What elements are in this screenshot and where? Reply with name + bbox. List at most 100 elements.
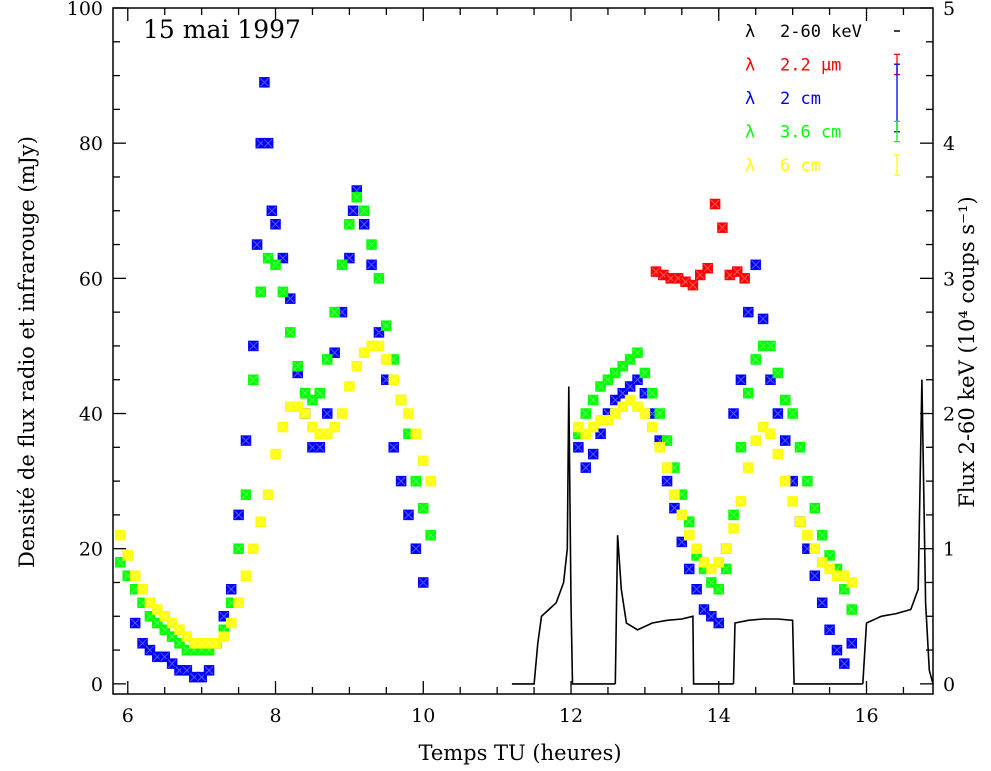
point-2-cm xyxy=(839,658,850,669)
point-3-6-cm xyxy=(632,347,643,358)
point-2-cm xyxy=(251,239,263,250)
point-3-6-cm xyxy=(159,624,170,636)
y-tick-label: 0 xyxy=(91,674,103,696)
point-3-6-cm xyxy=(617,360,628,372)
point-2-cm-hatch xyxy=(684,564,694,574)
point-2-2-m xyxy=(687,279,699,291)
point-2-cm xyxy=(410,543,422,554)
point-2-cm xyxy=(144,644,156,656)
point-3-6-cm-hatch xyxy=(249,375,258,385)
point-6-cm-hatch xyxy=(721,544,731,554)
point-2-cm xyxy=(285,293,296,304)
point-2-cm-hatch xyxy=(130,618,140,628)
point-2-cm-hatch xyxy=(588,449,598,459)
point-2-cm xyxy=(831,644,843,656)
point-2-cm-hatch xyxy=(758,314,768,324)
x-axis-label: Temps TU (heures) xyxy=(418,741,621,765)
point-3-6-cm-hatch xyxy=(810,503,820,513)
point-2-2-m xyxy=(709,198,721,210)
point-6-cm xyxy=(388,374,399,385)
point-3-6-cm-hatch xyxy=(766,341,775,351)
point-6-cm xyxy=(802,529,813,541)
point-6-cm-hatch xyxy=(795,517,805,527)
point-6-cm xyxy=(410,428,422,440)
point-6-cm xyxy=(772,448,784,460)
point-3-6-cm xyxy=(647,387,658,399)
y2-tick-label: 5 xyxy=(943,0,955,20)
point-6-cm xyxy=(358,347,370,358)
point-6-cm xyxy=(292,401,303,413)
point-2-cm-hatch xyxy=(260,77,269,87)
point-2-cm xyxy=(248,340,259,352)
point-6-cm xyxy=(277,421,289,433)
y2-tick-label: 4 xyxy=(943,133,955,155)
point-6-cm xyxy=(661,462,673,473)
point-6-cm-hatch xyxy=(662,463,672,472)
point-3-6-cm xyxy=(366,239,377,250)
point-6-cm-hatch xyxy=(381,355,391,364)
point-3-6-cm xyxy=(166,631,178,642)
point-2-cm xyxy=(573,442,584,453)
point-3-6-cm-hatch xyxy=(633,348,642,358)
point-6-cm-hatch xyxy=(736,497,746,506)
point-3-6-cm xyxy=(654,408,665,419)
point-6-cm-hatch xyxy=(773,449,783,459)
point-6-cm xyxy=(395,394,407,406)
point-6-cm-hatch xyxy=(766,429,775,439)
y-axis-left: 0 20 40 60 80 100 xyxy=(67,0,126,696)
point-2-cm-hatch xyxy=(267,206,277,216)
plot-frame xyxy=(112,7,934,695)
point-2-cm xyxy=(669,502,680,514)
point-3-6-cm xyxy=(728,509,739,521)
point-6-cm xyxy=(307,421,318,433)
y-tick-label: 80 xyxy=(79,133,103,155)
point-3-6-cm xyxy=(610,367,621,379)
point-6-cm-hatch xyxy=(655,442,665,452)
point-3-6-cm xyxy=(720,563,732,575)
legend-label: 2.2 μm xyxy=(780,56,841,76)
point-2-cm xyxy=(240,435,252,446)
point-2-cm xyxy=(159,651,170,663)
point-3-6-cm-hatch xyxy=(352,192,362,202)
point-6-cm xyxy=(580,428,592,440)
point-3-6-cm xyxy=(846,604,857,615)
point-6-cm-hatch xyxy=(751,436,761,445)
point-3-6-cm xyxy=(706,577,717,588)
point-2-cm xyxy=(706,611,717,622)
point-3-6-cm-hatch xyxy=(234,544,243,554)
point-2-cm xyxy=(846,638,857,649)
point-3-6-cm xyxy=(418,502,429,514)
point-6-cm-hatch xyxy=(241,571,251,581)
point-6-cm-hatch xyxy=(374,341,384,351)
point-2-cm xyxy=(765,374,776,385)
point-6-cm xyxy=(816,556,828,568)
point-2-cm xyxy=(137,638,148,649)
point-3-6-cm xyxy=(824,550,835,561)
point-6-cm xyxy=(669,489,680,500)
point-6-cm xyxy=(225,617,237,629)
point-2-cm xyxy=(262,137,274,149)
point-3-6-cm-hatch xyxy=(795,442,805,452)
point-6-cm xyxy=(691,543,702,554)
point-2-cm xyxy=(270,219,281,230)
point-3-6-cm-hatch xyxy=(337,260,347,270)
point-2-cm-hatch xyxy=(359,219,369,229)
point-2-cm-hatch xyxy=(662,476,672,486)
point-6-cm xyxy=(683,529,695,541)
point-3-6-cm xyxy=(772,367,784,379)
point-2-2-m xyxy=(717,222,728,233)
point-2-cm xyxy=(713,617,725,629)
point-3-6-cm-hatch xyxy=(588,395,598,405)
point-3-6-cm-hatch xyxy=(367,240,376,249)
point-3-6-cm xyxy=(809,502,821,514)
point-6-cm xyxy=(587,421,599,433)
chart-title: 15 mai 1997 xyxy=(143,15,301,44)
point-2-cm xyxy=(610,394,621,406)
point-3-6-cm-hatch xyxy=(426,530,436,540)
point-6-cm-hatch xyxy=(647,422,657,432)
point-3-6-cm xyxy=(351,191,363,203)
point-2-cm xyxy=(750,259,761,271)
point-6-cm-hatch xyxy=(123,551,133,560)
point-6-cm-hatch xyxy=(677,510,687,520)
point-6-cm xyxy=(321,428,333,440)
